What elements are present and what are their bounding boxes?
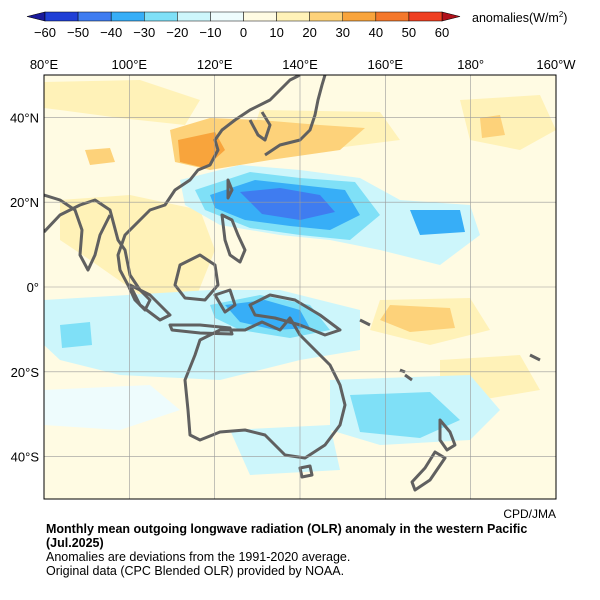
longitude-label: 100°E — [112, 57, 148, 72]
latitude-labels: 40°N 20°N 0° 20°S 40°S — [10, 110, 39, 464]
longitude-label: 160°W — [536, 57, 576, 72]
caption-title-line1: Monthly mean outgoing longwave radiation… — [46, 522, 528, 536]
longitude-label: 140°E — [282, 57, 318, 72]
caption-title-line2: (Jul.2025) — [46, 536, 104, 550]
latitude-label: 40°S — [11, 450, 40, 465]
colorbar-tick-label: 40 — [369, 25, 383, 40]
longitude-label: 80°E — [30, 57, 59, 72]
longitude-label: 120°E — [197, 57, 233, 72]
latitude-label: 20°N — [10, 195, 39, 210]
olr-anomaly-map: 80°E 100°E 120°E 140°E 160°E 180° 160°W 40°N 20… — [10, 57, 576, 500]
latitude-label: 20°S — [11, 365, 40, 380]
colorbar-tick-label: −30 — [133, 25, 155, 40]
colorbar-unit-label: anomalies(W/m2) — [472, 10, 568, 26]
graticule — [44, 75, 556, 499]
colorbar: −60 −50 −40 −30 −20 −10 0 10 20 30 40 50 60 — [26, 11, 461, 40]
anomaly-field — [44, 80, 556, 475]
colorbar-tick-label: 50 — [402, 25, 416, 40]
caption-data-source: Original data (CPC Blended OLR) provided… — [46, 564, 345, 578]
colorbar-tick-label: 30 — [336, 25, 350, 40]
colorbar-tick-label: 0 — [240, 25, 247, 40]
colorbar-tick-label: −10 — [199, 25, 221, 40]
colorbar-tick-label: −50 — [67, 25, 89, 40]
colorbar-tick-label: −40 — [100, 25, 122, 40]
colorbar-ticks: −60 −50 −40 −30 −20 −10 0 10 20 30 40 50 60 — [34, 25, 449, 40]
latitude-label: 40°N — [10, 110, 39, 125]
colorbar-segment — [408, 11, 443, 22]
credit-label: CPD/JMA — [503, 507, 556, 521]
map-frame — [43, 74, 557, 500]
colorbar-tick-label: 10 — [269, 25, 283, 40]
colorbar-tick-label: 20 — [302, 25, 316, 40]
latitude-label: 0° — [27, 280, 39, 295]
caption-baseline-note: Anomalies are deviations from the 1991-2… — [46, 550, 351, 564]
colorbar-segments — [26, 11, 461, 22]
colorbar-tick-label: −60 — [34, 25, 56, 40]
longitude-label: 180° — [457, 57, 484, 72]
colorbar-tick-label: 60 — [435, 25, 449, 40]
longitude-label: 160°E — [368, 57, 404, 72]
colorbar-tick-label: −20 — [166, 25, 188, 40]
longitude-labels: 80°E 100°E 120°E 140°E 160°E 180° 160°W — [30, 57, 576, 72]
